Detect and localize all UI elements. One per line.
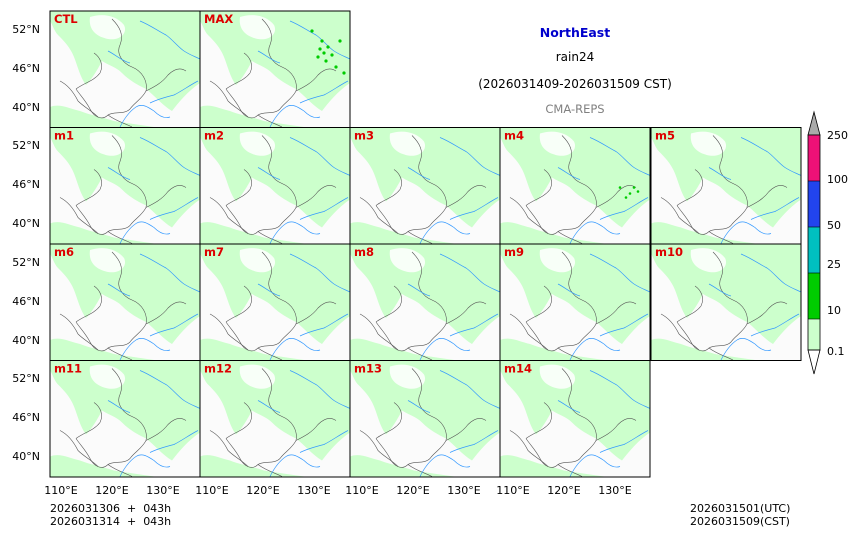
lon-label-c4-110: 110°E — [496, 484, 530, 497]
lat-label-r4-46: 46°N — [12, 411, 40, 424]
colorbar-label-250: 250 — [827, 129, 848, 142]
lon-label-c4-120: 120°E — [547, 484, 581, 497]
lat-label-r1-40: 40°N — [12, 101, 40, 114]
map-panel-m8: m8 — [349, 243, 501, 361]
variable-title: rain24 — [555, 50, 595, 64]
colorbar-label-50: 50 — [827, 219, 841, 232]
colorbar-bin-10-25 — [808, 273, 820, 319]
lat-label-r2-52: 52°N — [12, 139, 40, 152]
colorbar-extend-min — [807, 349, 821, 375]
period-title: (2026031409-2026031509 CST) — [478, 77, 672, 91]
panel-label: m10 — [655, 245, 683, 259]
lon-label-c1-120: 120°E — [95, 484, 129, 497]
lat-label-r1-52: 52°N — [12, 23, 40, 36]
panel-label: m2 — [204, 129, 224, 143]
map-panel-m2: m2 — [199, 127, 351, 245]
panel-label: m1 — [54, 129, 74, 143]
map-panel-m9: m9 — [499, 243, 651, 361]
panel-label: m7 — [204, 245, 224, 259]
map-panel-m6: m6 — [49, 243, 201, 361]
lon-label-c4-130: 130°E — [598, 484, 632, 497]
panel-label: m14 — [504, 362, 532, 376]
lat-label-r2-46: 46°N — [12, 178, 40, 191]
panel-label: m11 — [54, 362, 82, 376]
lon-label-c3-120: 120°E — [396, 484, 430, 497]
init-time-cst: 2026031314 + 043h — [50, 515, 172, 528]
colorbar-bin-25-50 — [808, 227, 820, 273]
init-time-utc: 2026031306 + 043h — [50, 502, 172, 515]
colorbar-bin-100-250 — [808, 135, 820, 181]
lat-label-r4-40: 40°N — [12, 450, 40, 463]
lon-label-c2-110: 110°E — [195, 484, 229, 497]
panel-label: m6 — [54, 245, 74, 259]
panel-label: m9 — [504, 245, 524, 259]
lat-label-r4-52: 52°N — [12, 372, 40, 385]
colorbar-extend-max — [807, 110, 821, 136]
map-panel-m13: m13 — [349, 360, 501, 478]
colorbar-label-100: 100 — [827, 173, 848, 186]
colorbar-label-25: 25 — [827, 258, 841, 271]
lon-label-c2-130: 130°E — [297, 484, 331, 497]
lon-label-c3-110: 110°E — [345, 484, 379, 497]
panel-label: m12 — [204, 362, 232, 376]
model-title: CMA-REPS — [545, 102, 605, 116]
colorbar-bin-0.1-10 — [808, 319, 820, 350]
lat-label-r3-52: 52°N — [12, 256, 40, 269]
map-panel-m10: m10 — [650, 243, 802, 361]
panel-label: m3 — [354, 129, 374, 143]
valid-time-cst: 2026031509(CST) — [690, 515, 790, 528]
panel-label: m8 — [354, 245, 374, 259]
map-panel-m1: m1 — [49, 127, 201, 245]
panel-label: m4 — [504, 129, 524, 143]
colorbar-bin-50-100 — [808, 181, 820, 227]
colorbar-label-10: 10 — [827, 304, 841, 317]
map-panel-m3: m3 — [349, 127, 501, 245]
lon-label-c1-110: 110°E — [44, 484, 78, 497]
lat-label-r3-40: 40°N — [12, 334, 40, 347]
valid-time-utc: 2026031501(UTC) — [690, 502, 791, 515]
lon-label-c3-130: 130°E — [447, 484, 481, 497]
map-panel-m14: m14 — [499, 360, 651, 478]
colorbar-label-0.1: 0.1 — [827, 345, 845, 358]
colorbar — [807, 110, 821, 375]
panel-label: CTL — [54, 12, 78, 26]
lon-label-c2-120: 120°E — [246, 484, 280, 497]
lat-label-r1-46: 46°N — [12, 62, 40, 75]
panel-label: m13 — [354, 362, 382, 376]
panel-label: m5 — [655, 129, 675, 143]
panel-label: MAX — [204, 12, 233, 26]
lat-label-r2-40: 40°N — [12, 217, 40, 230]
map-panel-m11: m11 — [49, 360, 201, 478]
region-title: NorthEast — [539, 25, 611, 40]
lon-label-c1-130: 130°E — [146, 484, 180, 497]
lat-label-r3-46: 46°N — [12, 295, 40, 308]
map-panel-m7: m7 — [199, 243, 351, 361]
map-panel-max: MAX — [199, 10, 351, 128]
map-panel-ctl: CTL — [49, 10, 201, 128]
map-panel-m5: m5 — [650, 127, 802, 245]
map-panel-m4: m4 — [499, 127, 651, 245]
map-panel-m12: m12 — [199, 360, 351, 478]
